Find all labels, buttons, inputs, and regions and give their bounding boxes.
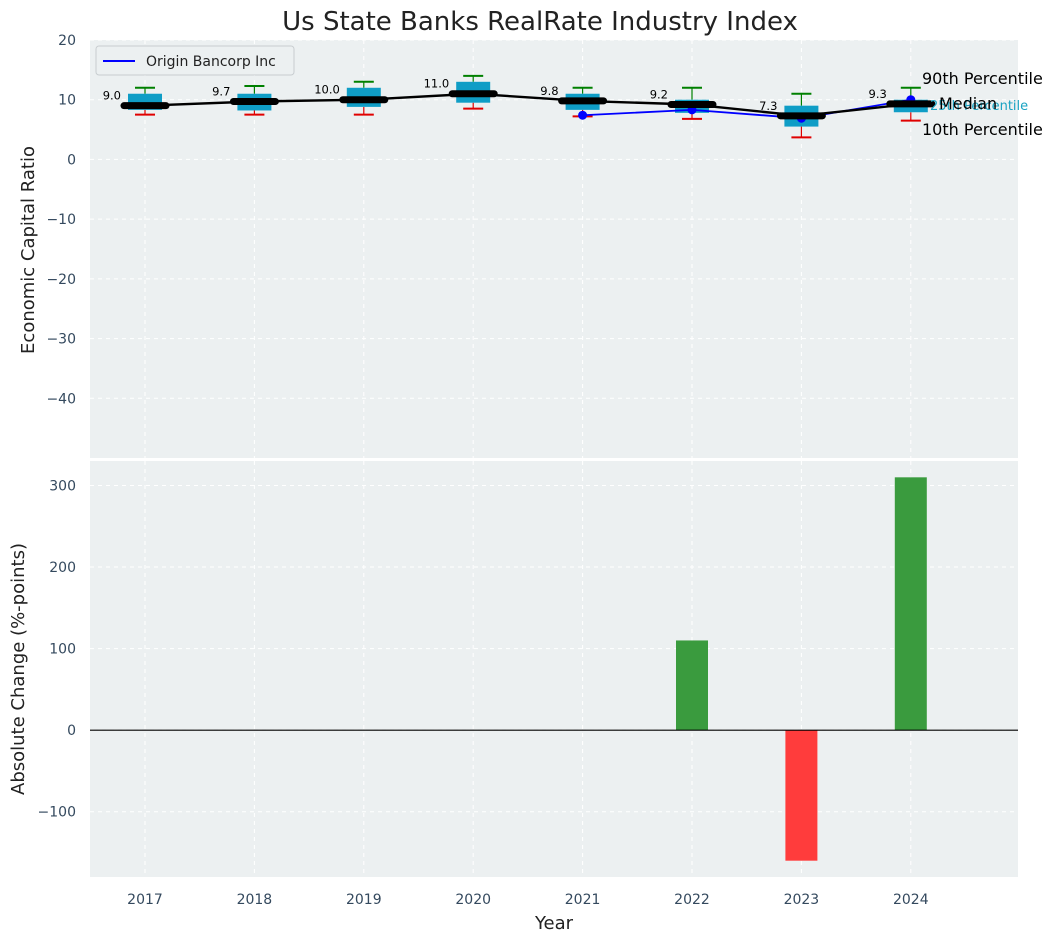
bottom-x-ticks: 2017 2018 2019 2020 2021 2022 2023 2024	[127, 892, 929, 908]
x-tick-label: 2018	[237, 892, 273, 908]
x-tick-label: 2024	[893, 892, 929, 908]
median-value-label: 11.0	[424, 77, 450, 91]
legend-series-label: Origin Bancorp Inc	[146, 54, 276, 70]
bottom-y-tick-label: 200	[49, 560, 76, 576]
median-line	[120, 90, 936, 120]
label-p10: 10th Percentile	[922, 120, 1043, 139]
x-tick-label: 2020	[455, 892, 491, 908]
bottom-bars	[676, 477, 927, 861]
bottom-y-axis-label: Absolute Change (%-points)	[8, 543, 29, 795]
top-y-tick-label: −30	[46, 332, 76, 348]
median-value-label: 10.0	[314, 83, 340, 97]
bottom-y-tick-label: 300	[49, 478, 76, 494]
x-tick-label: 2021	[565, 892, 601, 908]
legend: Origin Bancorp Inc	[95, 45, 295, 76]
median-value-label: 9.8	[540, 84, 558, 98]
bottom-y-tick-label: −100	[38, 805, 76, 821]
legend-box	[95, 45, 295, 76]
bottom-y-tick-label: 100	[49, 642, 76, 658]
label-p25: 25th Percentile	[930, 99, 1028, 114]
bar-2024	[894, 477, 927, 731]
median-value-label: 9.0	[103, 89, 121, 103]
bottom-y-ticks: 300 200 100 0 −100	[38, 478, 76, 820]
bottom-y-tick-label: 0	[67, 723, 76, 739]
x-axis-label: Year	[534, 913, 574, 934]
top-y-axis-label: Economic Capital Ratio	[18, 146, 39, 354]
bottom-plot-background	[90, 461, 1018, 877]
x-tick-label: 2017	[127, 892, 163, 908]
bar-2022	[676, 640, 708, 731]
top-y-tick-label: −20	[46, 272, 76, 288]
x-tick-label: 2023	[784, 892, 820, 908]
bar-2023	[785, 730, 818, 861]
median-value-label: 7.3	[759, 99, 777, 113]
top-y-tick-label: 20	[58, 33, 76, 49]
chart-title: Us State Banks RealRate Industry Index	[282, 7, 798, 37]
top-y-tick-label: 10	[58, 93, 76, 109]
x-tick-label: 2019	[346, 892, 382, 908]
label-median: Median	[939, 94, 997, 113]
median-value-label: 9.7	[212, 85, 230, 99]
median-labels: 9.0 9.7 10.0 11.0 9.8 9.2 7.3 9.3	[103, 77, 887, 113]
median-value-label: 9.3	[869, 87, 887, 101]
top-y-tick-label: −10	[46, 212, 76, 228]
top-y-ticks: 20 10 0 −10 −20 −30 −40	[46, 33, 76, 407]
top-panel: 20 10 0 −10 −20 −30 −40 9.0 9.7 10.0 11.0 9.8 9.2 7.…	[18, 33, 1043, 458]
top-y-tick-label: −40	[46, 391, 76, 407]
x-tick-label: 2022	[674, 892, 710, 908]
series-point	[578, 110, 588, 120]
top-y-tick-label: 0	[67, 152, 76, 168]
label-p90: 90th Percentile	[922, 69, 1043, 88]
median-value-label: 9.2	[650, 87, 668, 101]
